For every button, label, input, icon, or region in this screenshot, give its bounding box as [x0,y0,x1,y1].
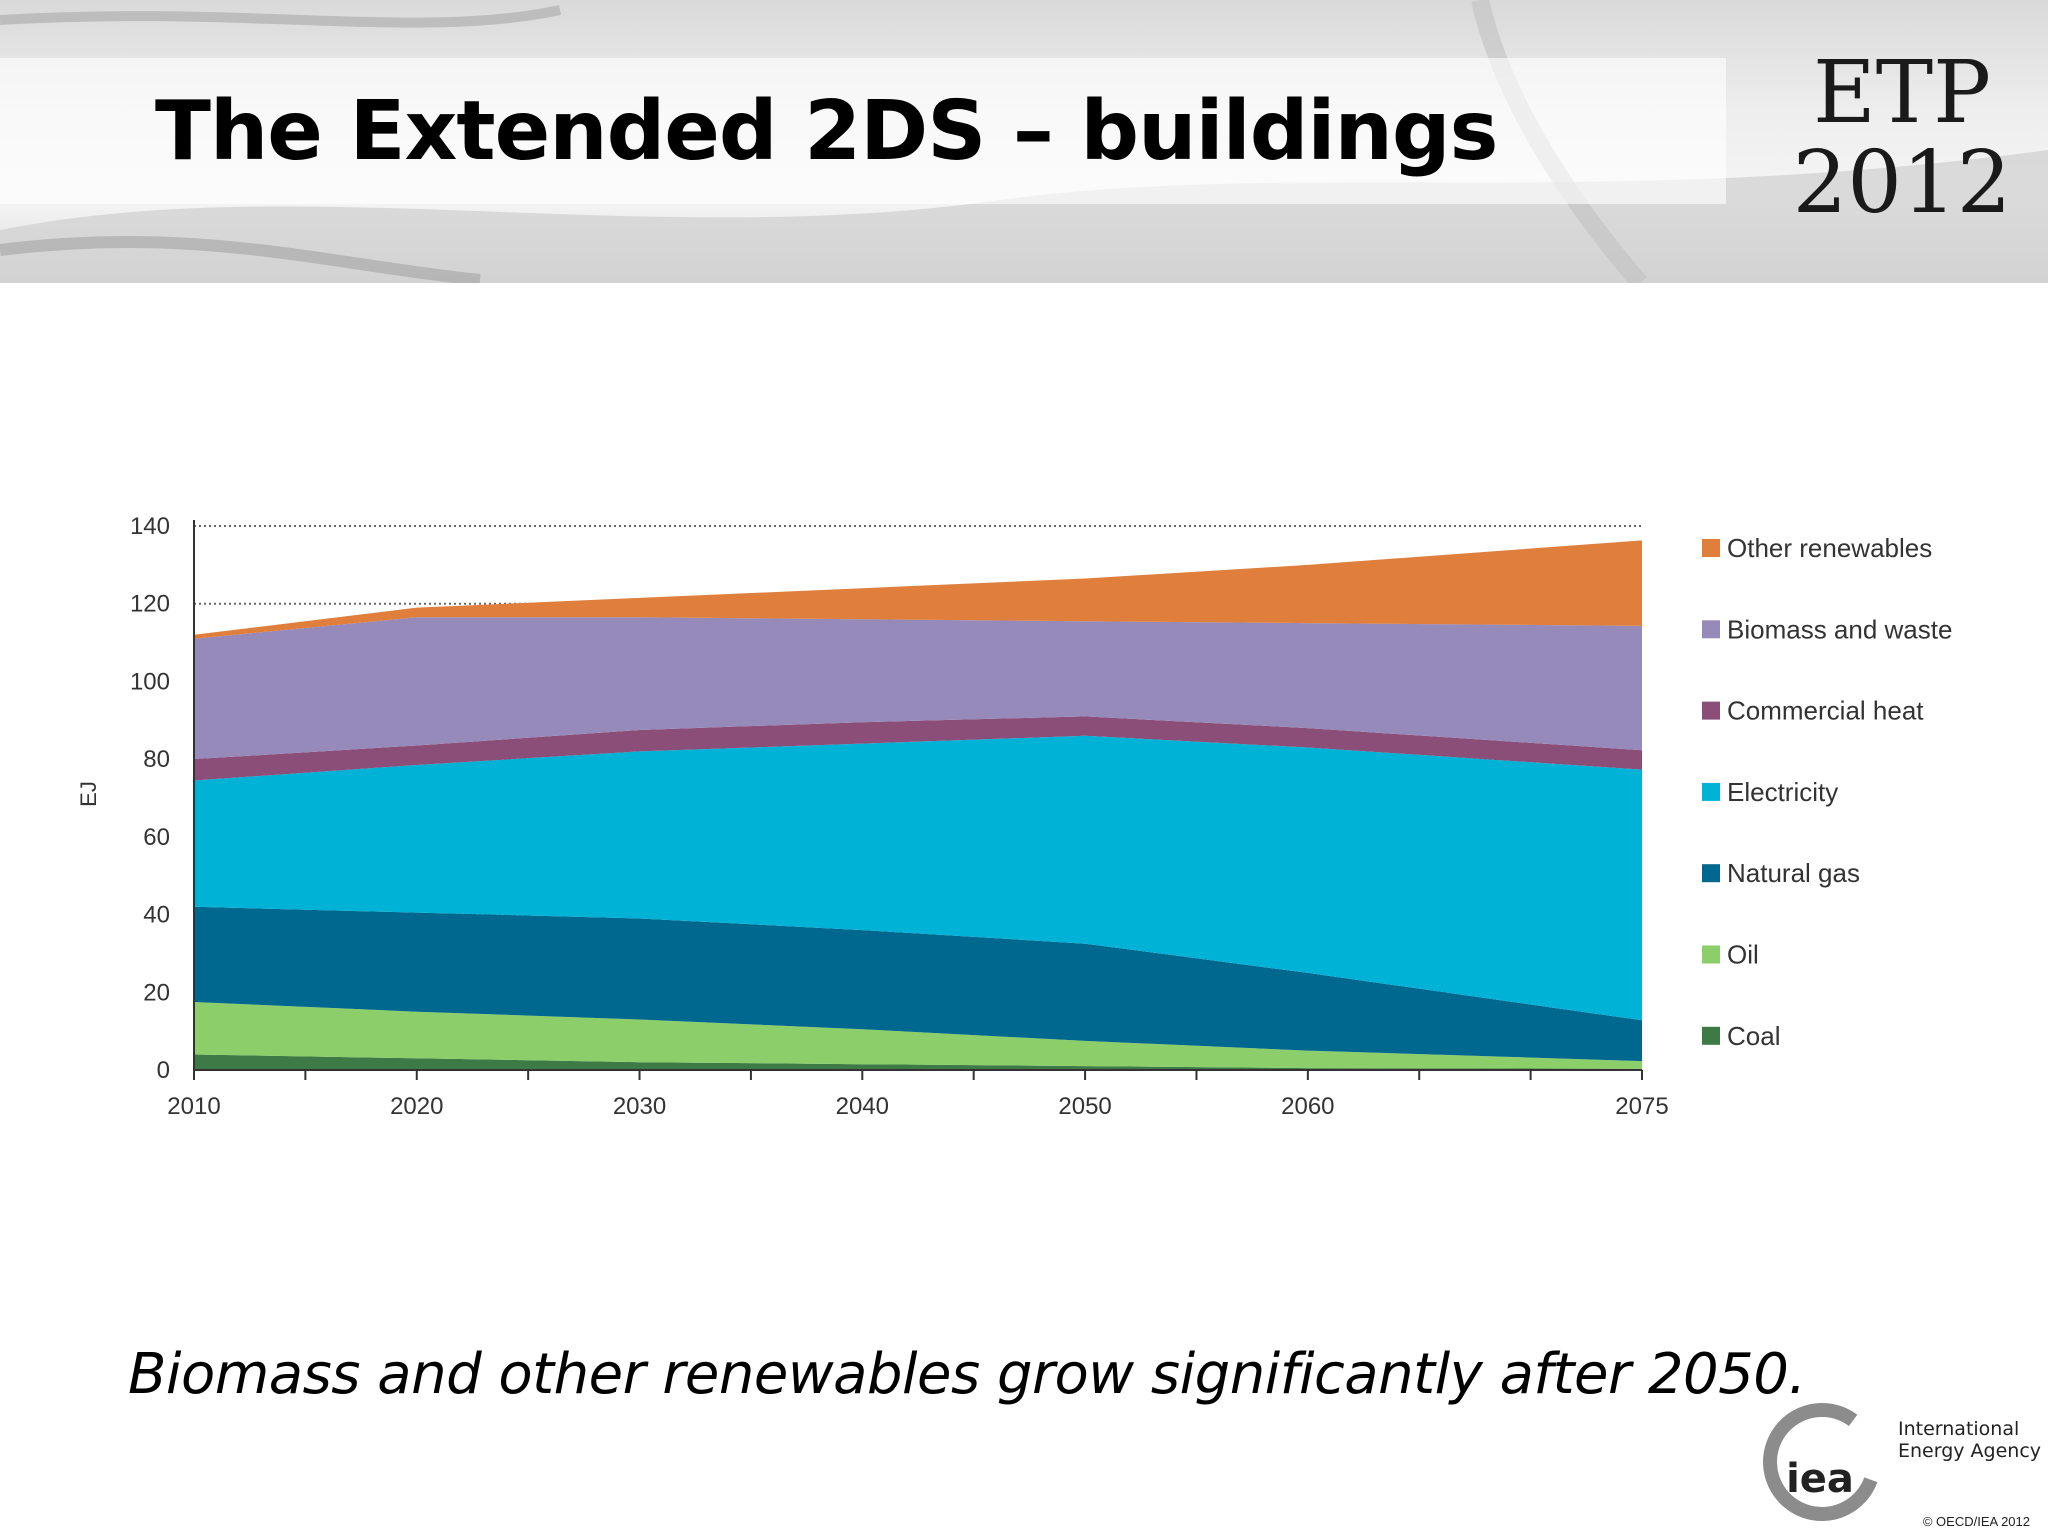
legend-swatch-commercial-heat [1702,701,1720,720]
legend-label-coal: Coal [1727,1021,1780,1051]
y-tick-label-20: 20 [143,979,170,1006]
legend-item-biomass-and-waste: Biomass and waste [1702,614,1952,644]
legend-item-coal: Coal [1702,1021,1780,1051]
y-tick-label-0: 0 [157,1057,170,1084]
y-tick-label-60: 60 [143,824,170,851]
area-biomass-and-waste [194,617,1642,760]
legend-label-commercial-heat: Commercial heat [1727,696,1924,726]
legend-swatch-biomass-and-waste [1702,620,1720,639]
y-tick-label-140: 140 [130,513,170,540]
logo-line-year: 2012 [1792,133,2012,233]
legend-item-electricity: Electricity [1702,777,1838,807]
iea-organization-name: International Energy Agency [1898,1418,2041,1462]
x-tick-label-2050: 2050 [1058,1093,1111,1120]
x-tick-label-2075: 2075 [1615,1093,1668,1120]
area-coal [194,1054,1642,1070]
legend-swatch-coal [1702,1026,1720,1045]
y-tick-label-100: 100 [130,668,170,695]
legend-swatch-other-renewables [1702,539,1720,557]
area-electricity [194,735,1642,1021]
slide-title: The Extended 2DS – buildings [155,84,1498,179]
copyright-notice: © OECD/IEA 2012 [1922,1514,2030,1529]
logo-line-etp: ETP [1812,43,1991,143]
area-commercial-heat [194,716,1642,781]
x-tick-label-2010: 2010 [167,1093,220,1120]
x-tick-label-2030: 2030 [613,1093,666,1120]
x-tick-label-2060: 2060 [1281,1093,1334,1120]
legend-item-commercial-heat: Commercial heat [1702,696,1924,726]
slide-header: The Extended 2DS – buildings ETP 2012 [0,0,2048,283]
legend-item-other-renewables: Other renewables [1702,533,1932,563]
title-band [0,58,1726,204]
legend-label-electricity: Electricity [1727,777,1838,807]
etp-2012-logo: ETP 2012 [1782,48,2022,228]
y-tick-label-40: 40 [143,902,170,929]
legend-item-oil: Oil [1702,940,1759,970]
legend-swatch-electricity [1702,782,1720,801]
legend-label-other-renewables: Other renewables [1727,533,1932,563]
x-axis-ticks: 2010 2020 2030 2040 2050 2060 2075 [167,1070,1669,1120]
legend-label-biomass-and-waste: Biomass and waste [1727,614,1952,644]
legend-swatch-oil [1702,945,1720,964]
iea-logo-text: iea [1786,1456,1854,1502]
area-other-renewables [194,540,1642,639]
legend-swatch-natural-gas [1702,864,1720,883]
chart-axes [193,520,1642,1071]
legend-label-natural-gas: Natural gas [1727,858,1860,888]
area-oil [194,1002,1642,1069]
org-name-line2: Energy Agency [1898,1440,2042,1462]
legend-item-natural-gas: Natural gas [1702,858,1860,888]
y-axis-label: EJ [76,781,101,807]
slide-caption: Biomass and other renewables grow signif… [128,1342,1806,1407]
org-name-line1: International [1898,1418,2020,1440]
y-tick-label-80: 80 [143,746,170,773]
chart-legend: Other renewables Biomass and waste Commerc… [1702,533,1952,1051]
legend-label-oil: Oil [1727,940,1759,970]
iea-logo-mark: iea [1763,1403,1881,1521]
y-axis-ticks: 0 20 40 60 80 100 120 140 [130,513,170,1084]
x-tick-label-2020: 2020 [390,1093,443,1120]
x-tick-label-2040: 2040 [836,1093,889,1120]
y-tick-label-120: 120 [130,591,170,618]
chart-areas [194,540,1642,1070]
area-natural-gas [194,906,1642,1062]
